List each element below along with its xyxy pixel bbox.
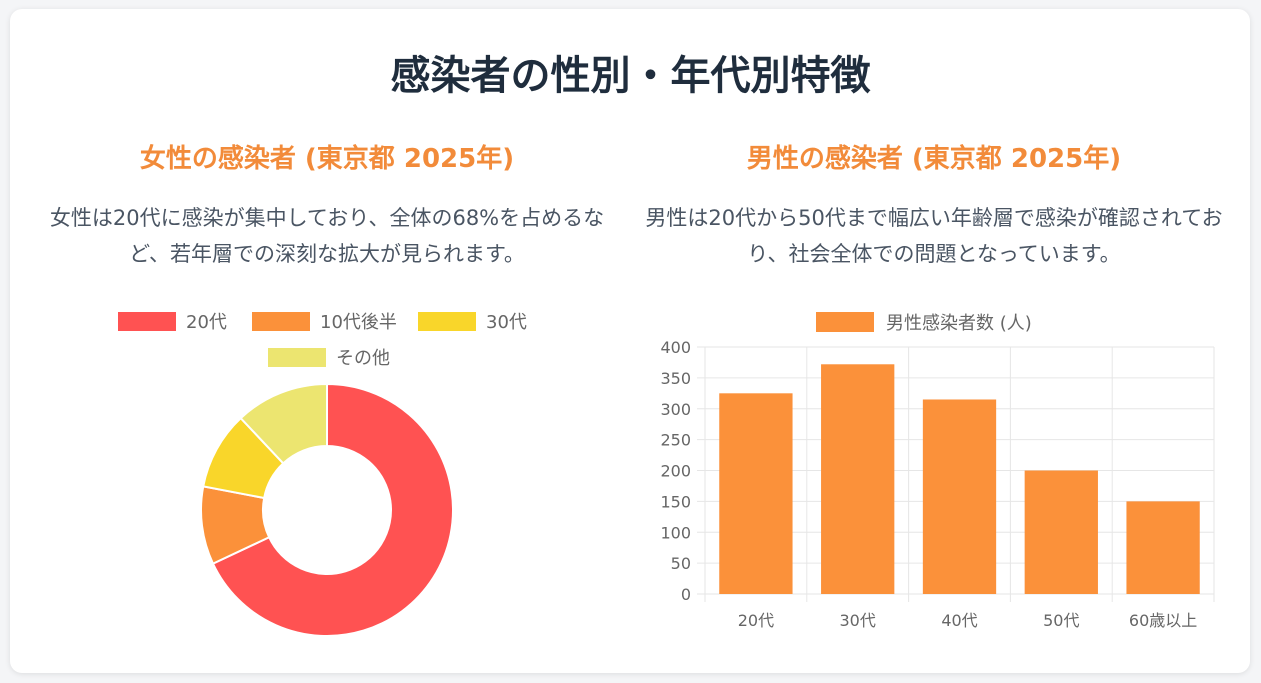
bar-4 (1126, 501, 1200, 594)
bar-2 (922, 399, 997, 594)
legend-swatch-0 (118, 312, 176, 331)
x-tick-label-3: 50代 (1043, 611, 1079, 630)
legend-label-1: 10代後半 (320, 312, 397, 333)
x-tick-label-4: 60歳以上 (1129, 611, 1197, 630)
bar-3 (1024, 470, 1098, 594)
male-chart-title: 男性の感染者 (東京都 2025年) (746, 144, 1122, 174)
x-tick-label-2: 40代 (941, 611, 977, 630)
y-tick-label-0: 0 (681, 585, 691, 604)
y-tick-label-2: 100 (660, 523, 691, 542)
legend-swatch-3 (268, 348, 326, 367)
y-tick-label-1: 50 (671, 554, 691, 573)
y-tick-label-6: 300 (660, 400, 691, 419)
y-tick-label-3: 150 (660, 492, 691, 511)
legend-label-male: 男性感染者数 (人) (886, 313, 1032, 334)
bar-1 (821, 364, 895, 594)
legend-label-0: 20代 (186, 312, 227, 333)
x-tick-label-1: 30代 (840, 611, 876, 630)
y-tick-label-4: 200 (660, 462, 691, 481)
y-tick-label-5: 250 (660, 431, 691, 450)
donut-slice-3 (239, 382, 328, 465)
male-description: 男性は20代から50代まで幅広い年齢層で感染が確認されており、社会全体での問題と… (645, 206, 1223, 266)
female-description: 女性は20代に感染が集中しており、全体の68%を占めるなど、若年層での深刻な拡大… (49, 206, 605, 266)
legend-swatch-1 (252, 312, 310, 331)
male-bar-chart: 男性感染者数 (人) 0 50 100 150 200 250 300 350 400 20代 30代… (660, 312, 1215, 630)
legend-swatch-male (816, 312, 874, 332)
donut-slice-0 (211, 382, 454, 637)
y-tick-label-8: 400 (660, 338, 691, 357)
legend-swatch-2 (418, 312, 476, 331)
x-tick-label-0: 20代 (738, 611, 774, 630)
bar-0 (719, 393, 793, 594)
page-title: 感染者の性別・年代別特徴 (390, 53, 871, 99)
legend-label-2: 30代 (486, 312, 527, 333)
y-tick-label-7: 350 (660, 369, 691, 388)
female-chart-title: 女性の感染者 (東京都 2025年) (139, 144, 515, 174)
legend-label-3: その他 (336, 348, 390, 369)
